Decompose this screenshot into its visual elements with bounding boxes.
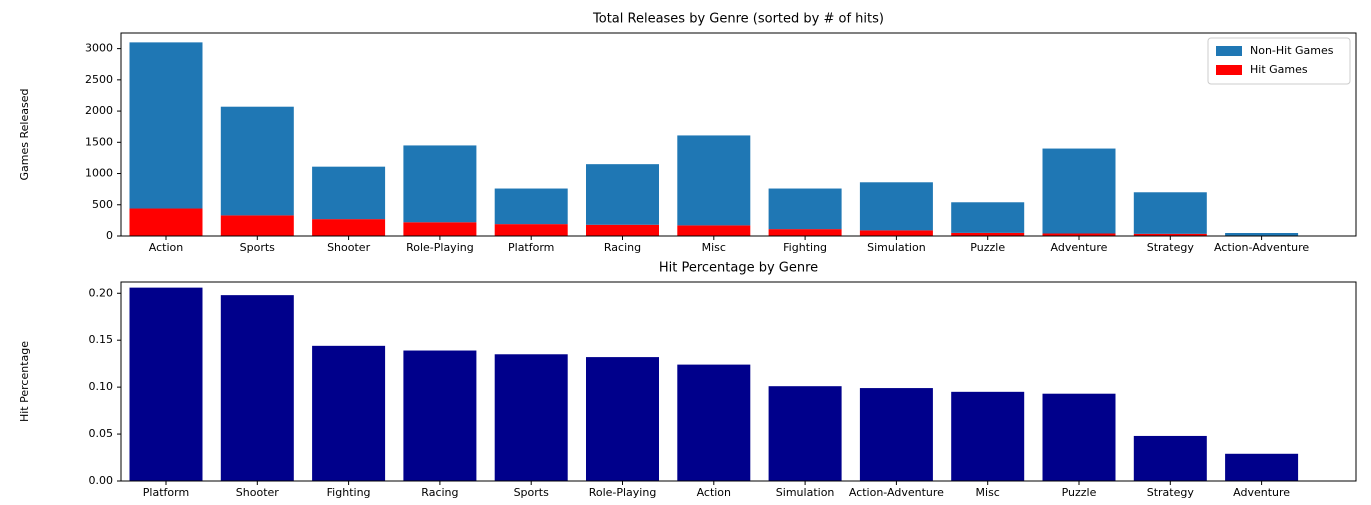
x-tick-label: Fighting (327, 486, 371, 499)
x-tick-label: Fighting (783, 241, 827, 254)
bar-segment (1042, 148, 1116, 234)
bar-segment (1225, 233, 1299, 236)
y-tick-label: 2500 (85, 73, 113, 86)
bar-segment (1133, 233, 1207, 236)
bar-segment (129, 208, 203, 236)
x-tick-label: Simulation (776, 486, 835, 499)
chart-title: Total Releases by Genre (sorted by # of … (592, 12, 884, 27)
x-tick-label: Strategy (1147, 486, 1195, 499)
y-axis-label: Games Released (18, 89, 31, 181)
bar-segment (951, 232, 1025, 236)
x-tick-label: Role-Playing (406, 241, 474, 254)
bar (859, 388, 933, 481)
bar-segment (768, 188, 842, 230)
x-tick-label: Puzzle (970, 241, 1005, 254)
bar-segment (677, 135, 751, 226)
y-tick-label: 1000 (85, 167, 113, 180)
bar (677, 364, 751, 481)
bar (768, 386, 842, 481)
bar (494, 354, 568, 481)
bar (586, 357, 659, 481)
x-tick-label: Sports (514, 486, 550, 499)
x-tick-label: Role-Playing (589, 486, 657, 499)
y-tick-label: 3000 (85, 42, 113, 55)
x-tick-label: Action (149, 241, 183, 254)
x-tick-label: Misc (976, 486, 1000, 499)
bar (220, 295, 294, 481)
bar-segment (220, 106, 294, 216)
x-tick-label: Sports (240, 241, 276, 254)
bar (312, 345, 386, 481)
bar-segment (494, 224, 568, 236)
axes-frame (120, 281, 1357, 482)
x-tick-label: Puzzle (1062, 486, 1097, 499)
x-tick-label: Simulation (867, 241, 926, 254)
y-tick-label: 0 (106, 229, 113, 242)
x-tick-label: Racing (604, 241, 641, 254)
bar (951, 391, 1025, 481)
bar-segment (586, 224, 659, 236)
x-tick-label: Misc (702, 241, 726, 254)
bar-segment (494, 188, 568, 225)
x-tick-label: Platform (143, 486, 189, 499)
chart-title: Hit Percentage by Genre (659, 261, 818, 276)
legend-swatch (1216, 46, 1242, 56)
bar-segment (312, 219, 386, 236)
x-tick-label: Shooter (236, 486, 279, 499)
bar-segment (312, 166, 386, 220)
legend-label: Hit Games (1250, 63, 1308, 76)
bar-segment (1133, 192, 1207, 234)
y-tick-label: 0.20 (89, 286, 114, 299)
bar-segment (129, 42, 203, 209)
x-tick-label: Action-Adventure (849, 486, 944, 499)
x-tick-label: Platform (508, 241, 554, 254)
x-tick-label: Shooter (327, 241, 370, 254)
legend-label: Non-Hit Games (1250, 44, 1334, 57)
y-tick-label: 500 (92, 198, 113, 211)
y-axis-label: Hit Percentage (18, 341, 31, 422)
axes-frame (120, 32, 1357, 237)
y-tick-label: 0.15 (89, 333, 114, 346)
legend-swatch (1216, 65, 1242, 75)
y-tick-label: 0.05 (89, 427, 114, 440)
bar-segment (220, 215, 294, 236)
bar-segment (859, 182, 933, 231)
bar-segment (859, 230, 933, 236)
bar (403, 350, 477, 481)
x-tick-label: Racing (421, 486, 458, 499)
legend-box (1207, 37, 1351, 85)
bar (1225, 453, 1299, 481)
y-tick-label: 0.10 (89, 380, 114, 393)
bar-segment (586, 164, 659, 225)
y-tick-label: 1500 (85, 135, 113, 148)
bar (1042, 393, 1116, 481)
x-tick-label: Adventure (1051, 241, 1108, 254)
x-tick-label: Action (697, 486, 731, 499)
bar-segment (951, 202, 1025, 233)
x-tick-label: Adventure (1233, 486, 1290, 499)
bar-segment (768, 229, 842, 236)
y-tick-label: 0.00 (89, 474, 114, 487)
bar (129, 287, 203, 481)
bar (1133, 435, 1207, 481)
x-tick-label: Strategy (1147, 241, 1195, 254)
bar-segment (403, 145, 477, 223)
y-tick-label: 2000 (85, 104, 113, 117)
bar-segment (1042, 233, 1116, 236)
bar-segment (403, 222, 477, 236)
bar-segment (677, 225, 751, 236)
x-tick-label: Action-Adventure (1214, 241, 1309, 254)
